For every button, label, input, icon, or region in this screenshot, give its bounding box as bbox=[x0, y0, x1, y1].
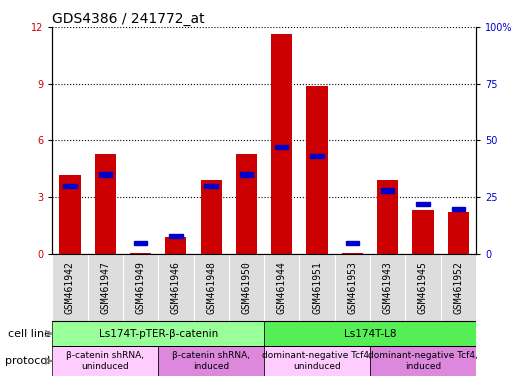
Text: dominant-negative Tcf4,
induced: dominant-negative Tcf4, induced bbox=[368, 351, 478, 371]
Bar bbox=[370, 346, 476, 376]
Bar bbox=[342, 253, 363, 254]
Text: cell line: cell line bbox=[7, 329, 51, 339]
Text: protocol: protocol bbox=[5, 356, 51, 366]
Text: β-catenin shRNA,
uninduced: β-catenin shRNA, uninduced bbox=[66, 351, 144, 371]
Bar bbox=[236, 154, 257, 254]
Text: GSM461950: GSM461950 bbox=[242, 261, 252, 314]
Text: GSM461945: GSM461945 bbox=[418, 261, 428, 314]
Text: β-catenin shRNA,
induced: β-catenin shRNA, induced bbox=[172, 351, 250, 371]
Bar bbox=[346, 241, 359, 245]
Text: GDS4386 / 241772_at: GDS4386 / 241772_at bbox=[52, 12, 205, 26]
Bar bbox=[381, 188, 394, 192]
Bar bbox=[52, 346, 158, 376]
Text: Ls174T-L8: Ls174T-L8 bbox=[344, 329, 396, 339]
Text: GSM461952: GSM461952 bbox=[453, 261, 463, 314]
Bar bbox=[95, 154, 116, 254]
Text: GSM461944: GSM461944 bbox=[277, 261, 287, 314]
Text: GSM461942: GSM461942 bbox=[65, 261, 75, 314]
Bar bbox=[416, 202, 430, 206]
Bar bbox=[63, 184, 77, 188]
Bar bbox=[134, 241, 147, 245]
Text: GSM461948: GSM461948 bbox=[206, 261, 216, 314]
Bar bbox=[275, 145, 289, 149]
Bar bbox=[412, 210, 434, 254]
Bar bbox=[306, 86, 327, 254]
Text: GSM461947: GSM461947 bbox=[100, 261, 110, 314]
Text: GSM461946: GSM461946 bbox=[171, 261, 181, 314]
Bar bbox=[98, 172, 112, 177]
Bar bbox=[271, 35, 292, 254]
Text: dominant-negative Tcf4,
uninduced: dominant-negative Tcf4, uninduced bbox=[262, 351, 372, 371]
Bar bbox=[130, 253, 151, 254]
Bar bbox=[200, 180, 222, 254]
Text: GSM461953: GSM461953 bbox=[347, 261, 357, 314]
Bar bbox=[52, 321, 264, 346]
Bar bbox=[264, 346, 370, 376]
Bar bbox=[165, 237, 186, 254]
Bar bbox=[451, 207, 465, 211]
Bar bbox=[204, 184, 218, 188]
Bar bbox=[240, 172, 253, 177]
Text: GSM461949: GSM461949 bbox=[135, 261, 145, 314]
Bar bbox=[448, 212, 469, 254]
Text: Ls174T-pTER-β-catenin: Ls174T-pTER-β-catenin bbox=[98, 329, 218, 339]
Bar bbox=[377, 180, 398, 254]
Text: GSM461951: GSM461951 bbox=[312, 261, 322, 314]
Bar bbox=[158, 346, 264, 376]
Bar bbox=[60, 174, 81, 254]
Bar bbox=[264, 321, 476, 346]
Text: GSM461943: GSM461943 bbox=[383, 261, 393, 314]
Bar bbox=[310, 154, 324, 159]
Bar bbox=[52, 254, 476, 321]
Bar bbox=[169, 234, 183, 238]
